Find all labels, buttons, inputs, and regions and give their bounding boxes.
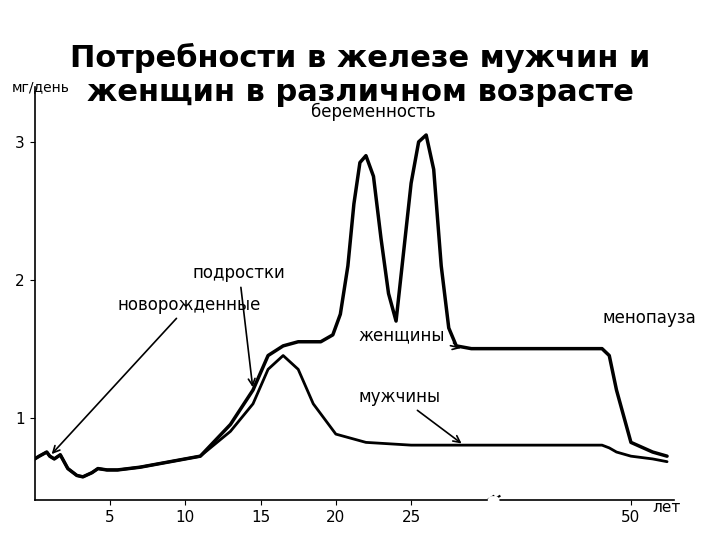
Text: лет: лет: [652, 500, 681, 515]
Text: женщины: женщины: [359, 326, 459, 349]
Text: менопауза: менопауза: [602, 309, 696, 327]
Text: подростки: подростки: [193, 264, 286, 386]
Text: новорожденные: новорожденные: [53, 295, 261, 453]
Text: мг/день: мг/день: [12, 80, 70, 94]
Text: беременность: беременность: [311, 103, 436, 121]
Text: Потребности в железе мужчин и
женщин в различном возрасте: Потребности в железе мужчин и женщин в р…: [70, 43, 650, 107]
Text: мужчины: мужчины: [359, 388, 460, 442]
